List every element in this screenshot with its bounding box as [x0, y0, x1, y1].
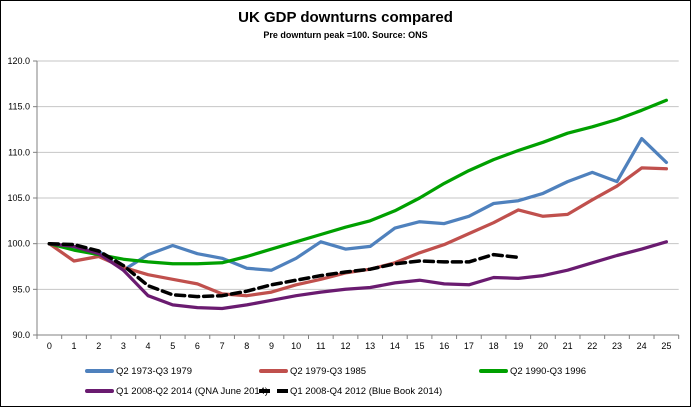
x-axis-label: 2	[96, 341, 101, 351]
x-axis-label: 7	[220, 341, 225, 351]
x-axis-label: 16	[439, 341, 449, 351]
chart-title: UK GDP downturns compared	[238, 9, 453, 26]
x-axis-label: 20	[538, 341, 548, 351]
x-axis-label: 18	[489, 341, 499, 351]
series-line-3	[47, 98, 669, 266]
x-axis-label: 4	[146, 341, 151, 351]
series-line-5	[47, 241, 521, 299]
y-axis-label: 120.0	[7, 56, 30, 66]
series-line-1	[47, 136, 669, 272]
chart-subtitle: Pre downturn peak =100. Source: ONS	[263, 30, 428, 40]
series-line-2	[47, 166, 669, 298]
x-axis-label: 10	[291, 341, 301, 351]
y-axis-label: 110.0	[8, 147, 30, 157]
x-axis-label: 9	[269, 341, 274, 351]
y-axis-label: 115.0	[8, 102, 30, 112]
x-axis-label: 17	[464, 341, 474, 351]
x-axis-label: 0	[47, 341, 52, 351]
y-axis-label: 100.0	[7, 239, 30, 249]
x-axis-label: 24	[637, 341, 647, 351]
x-axis-label: 5	[170, 341, 175, 351]
y-axis-label: 105.0	[7, 193, 30, 203]
x-axis-label: 13	[365, 341, 375, 351]
x-axis-label: 3	[121, 341, 126, 351]
y-axis-label: 90.0	[12, 330, 30, 340]
x-axis-label: 14	[390, 341, 400, 351]
x-axis-label: 22	[587, 341, 597, 351]
y-axis-label: 95.0	[12, 284, 30, 294]
x-axis-label: 21	[563, 341, 573, 351]
x-axis-label: 15	[415, 341, 425, 351]
x-axis-label: 25	[661, 341, 671, 351]
series-line-4	[47, 240, 669, 311]
x-axis-label: 23	[612, 341, 622, 351]
x-axis-label: 12	[341, 341, 351, 351]
x-axis-label: 11	[316, 341, 325, 351]
x-axis-label: 6	[195, 341, 200, 351]
x-axis-label: 8	[244, 341, 249, 351]
x-axis-label: 19	[513, 341, 523, 351]
x-axis-label: 1	[72, 341, 77, 351]
